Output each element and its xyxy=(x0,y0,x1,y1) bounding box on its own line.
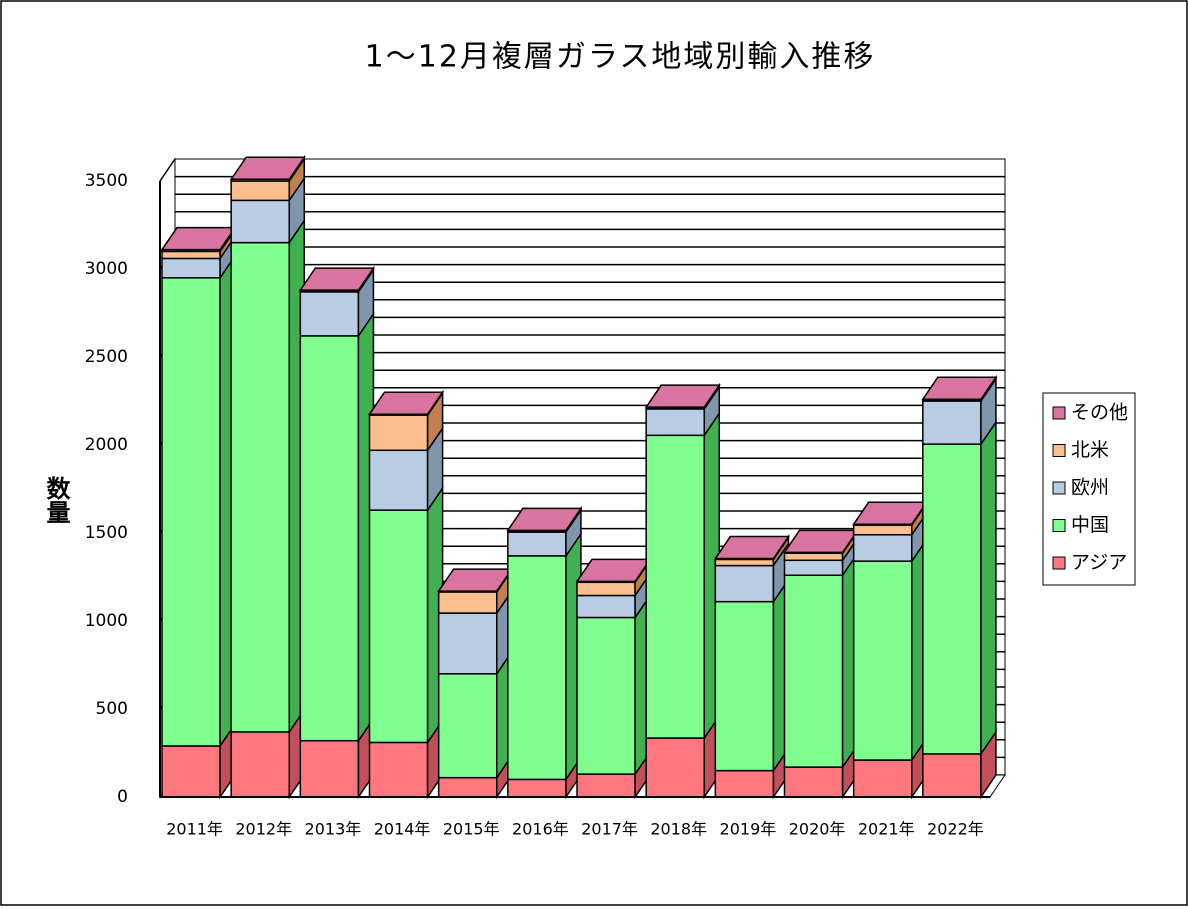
y-tick-label: 1500 xyxy=(85,523,128,543)
bar-segment xyxy=(714,769,775,798)
bar-top xyxy=(713,535,790,560)
bar-segment xyxy=(299,739,360,798)
bar-segment xyxy=(783,552,844,562)
bar-segment xyxy=(922,400,982,445)
x-tick-label: 2011年 xyxy=(166,820,223,839)
bar-segment xyxy=(437,776,498,798)
y-tick-label: 2000 xyxy=(85,435,128,455)
legend-swatch xyxy=(1052,519,1066,532)
y-tick-label: 500 xyxy=(96,699,128,719)
legend-swatch xyxy=(1052,481,1066,495)
legend-swatch xyxy=(1052,444,1066,457)
bar-segment xyxy=(576,581,636,597)
bar-segment xyxy=(645,434,706,739)
bar-segment xyxy=(368,509,429,744)
bar-segment xyxy=(852,560,913,761)
bar-segment xyxy=(161,257,221,279)
bar-segment xyxy=(161,277,221,747)
bar-segment xyxy=(161,745,221,798)
bar-segment xyxy=(437,591,498,614)
x-tick-label: 2017年 xyxy=(581,820,638,839)
bar-segment xyxy=(576,616,636,775)
bar-segment xyxy=(368,741,429,798)
legend-label: アジア xyxy=(1071,552,1127,574)
bar-segment xyxy=(783,766,844,798)
bar-segment xyxy=(783,559,844,576)
chart-title: 1～12月複層ガラス地域別輸入推移 xyxy=(365,40,876,75)
bar-segment xyxy=(507,778,567,798)
bar-segment xyxy=(507,531,567,557)
bar-segment xyxy=(368,414,429,452)
x-tick-label: 2013年 xyxy=(305,820,362,839)
legend-swatch xyxy=(1052,556,1066,570)
bar-segment xyxy=(852,534,913,562)
legend-label: その他 xyxy=(1071,402,1128,424)
bar-segment xyxy=(852,524,913,536)
bar-segment xyxy=(714,600,775,772)
bar-segment xyxy=(852,759,913,798)
x-tick-label: 2016年 xyxy=(512,820,569,839)
bar-top xyxy=(644,384,721,408)
x-tick-label: 2014年 xyxy=(374,820,431,839)
bar-segment xyxy=(783,574,844,768)
bar-segment xyxy=(230,731,291,798)
x-tick-label: 2012年 xyxy=(235,820,292,839)
bar-segment xyxy=(161,250,221,260)
y-tick-label: 0 xyxy=(117,787,128,807)
legend-swatch xyxy=(1052,406,1066,420)
legend-label: 北米 xyxy=(1071,439,1109,461)
bar-side xyxy=(980,419,997,757)
bar-segment xyxy=(230,180,291,202)
bar-segment xyxy=(437,673,498,779)
bar-segment xyxy=(645,408,706,437)
bar-segment xyxy=(368,449,429,511)
legend-label: 中国 xyxy=(1071,514,1109,536)
x-tick-label: 2019年 xyxy=(720,820,777,839)
bar-segment xyxy=(507,555,567,781)
bar-segment xyxy=(230,199,291,244)
x-tick-label: 2022年 xyxy=(927,820,984,839)
grid-line xyxy=(159,158,176,182)
y-tick-label: 3500 xyxy=(85,171,128,191)
bar-segment xyxy=(437,612,498,675)
x-tick-label: 2021年 xyxy=(858,820,915,839)
y-axis-label: 数量 xyxy=(42,476,70,524)
bar-segment xyxy=(645,737,706,798)
x-tick-label: 2018年 xyxy=(650,820,707,839)
bar-top xyxy=(506,507,583,532)
bar-segment xyxy=(714,558,775,567)
bar-segment xyxy=(576,773,636,798)
bar-segment xyxy=(576,594,636,619)
bar-segment xyxy=(230,241,291,733)
bar-segment xyxy=(714,564,775,603)
bar-top xyxy=(298,267,375,291)
bar-top xyxy=(921,376,998,400)
y-tick-label: 1000 xyxy=(85,611,128,631)
y-tick-label: 2500 xyxy=(85,347,128,367)
bar-top xyxy=(368,391,445,415)
bar-segment xyxy=(299,335,360,742)
y-tick-label: 3000 xyxy=(85,259,128,279)
x-tick-label: 2015年 xyxy=(443,820,500,839)
bar-top xyxy=(229,156,306,180)
bar-segment xyxy=(299,291,360,337)
legend-label: 欧州 xyxy=(1071,477,1109,499)
x-tick-label: 2020年 xyxy=(789,820,846,839)
bar-segment xyxy=(922,443,982,755)
bar-segment xyxy=(922,753,982,798)
